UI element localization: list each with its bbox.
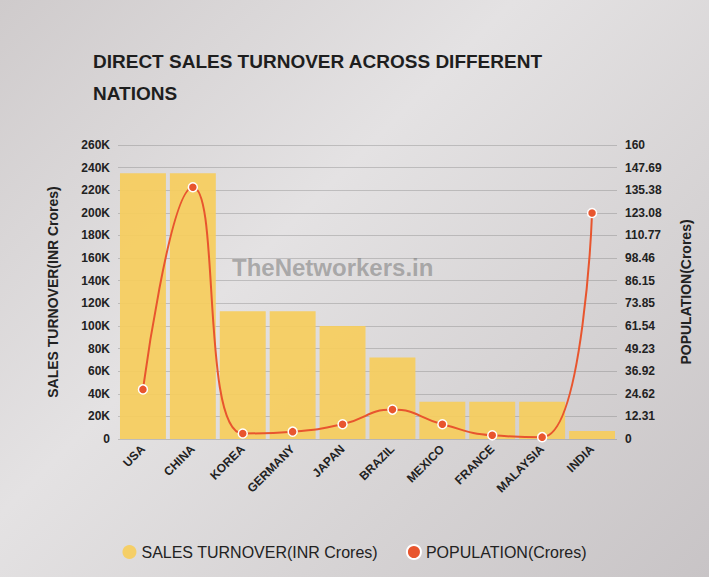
svg-text:SALES TURNOVER(INR Crores): SALES TURNOVER(INR Crores) [45,186,61,398]
svg-text:60K: 60K [88,364,110,378]
svg-text:BRAZIL: BRAZIL [356,442,397,483]
svg-text:CHINA: CHINA [161,442,198,479]
svg-text:123.08: 123.08 [625,206,662,220]
svg-text:80K: 80K [88,342,110,356]
svg-text:86.15: 86.15 [625,274,655,288]
svg-text:0: 0 [103,432,110,446]
svg-text:POPULATION(Crores): POPULATION(Crores) [678,219,694,364]
svg-text:98.46: 98.46 [625,251,655,265]
svg-text:73.85: 73.85 [625,296,655,310]
svg-text:NATIONS: NATIONS [93,83,177,104]
svg-text:MEXICO: MEXICO [404,442,447,485]
svg-text:POPULATION(Crores): POPULATION(Crores) [426,544,587,561]
svg-text:100K: 100K [81,319,110,333]
svg-text:160: 160 [625,138,645,152]
svg-text:TheNetworkers.in: TheNetworkers.in [232,254,433,281]
svg-text:FRANCE: FRANCE [452,442,497,487]
svg-text:JAPAN: JAPAN [310,442,348,480]
svg-text:0: 0 [625,432,632,446]
svg-text:24.62: 24.62 [625,387,655,401]
svg-text:160K: 160K [81,251,110,265]
svg-text:220K: 220K [81,183,110,197]
svg-text:MALAYSIA: MALAYSIA [494,442,548,496]
svg-text:110.77: 110.77 [625,228,661,242]
svg-text:USA: USA [120,442,148,470]
svg-text:DIRECT SALES TURNOVER ACROSS D: DIRECT SALES TURNOVER ACROSS DIFFERENT [93,51,547,72]
svg-text:49.23: 49.23 [625,342,655,356]
svg-text:40K: 40K [88,387,110,401]
svg-text:20K: 20K [88,409,110,423]
svg-text:INDIA: INDIA [564,442,597,475]
svg-text:147.69: 147.69 [625,161,662,175]
svg-text:SALES TURNOVER(INR Crores): SALES TURNOVER(INR Crores) [141,544,377,561]
svg-text:240K: 240K [81,161,110,175]
svg-text:140K: 140K [81,274,110,288]
svg-text:120K: 120K [81,296,110,310]
svg-text:260K: 260K [81,138,110,152]
svg-text:200K: 200K [81,206,110,220]
svg-text:135.38: 135.38 [625,183,662,197]
svg-text:180K: 180K [81,228,110,242]
svg-text:GERMANY: GERMANY [244,442,297,495]
svg-text:36.92: 36.92 [625,364,655,378]
svg-text:12.31: 12.31 [625,409,655,423]
svg-text:KOREA: KOREA [207,442,248,483]
svg-text:61.54: 61.54 [625,319,655,333]
